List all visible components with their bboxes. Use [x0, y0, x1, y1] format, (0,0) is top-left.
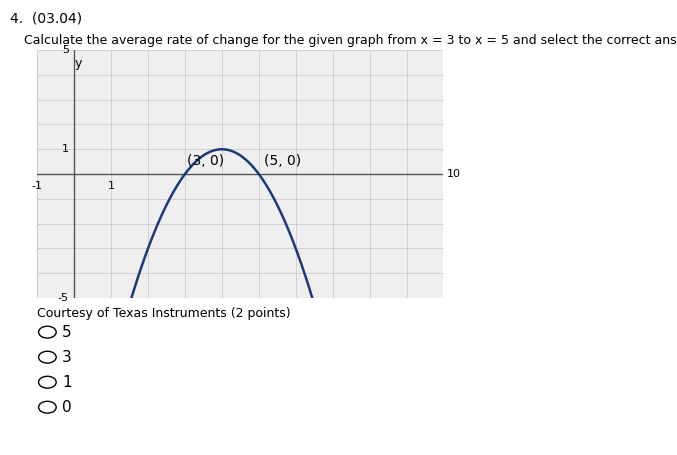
Text: 1: 1 [62, 144, 69, 154]
Text: y: y [75, 57, 83, 70]
Text: Calculate the average rate of change for the given graph from x = 3 to x = 5 and: Calculate the average rate of change for… [24, 34, 677, 47]
Text: 1: 1 [108, 181, 114, 191]
Text: 5: 5 [62, 45, 69, 55]
Text: (5, 0): (5, 0) [264, 154, 301, 168]
Text: 3: 3 [62, 350, 72, 364]
Text: Courtesy of Texas Instruments (2 points): Courtesy of Texas Instruments (2 points) [37, 307, 291, 320]
Text: 1: 1 [62, 375, 72, 389]
Text: 10: 10 [447, 169, 461, 179]
Text: 5: 5 [62, 325, 72, 339]
Text: -5: -5 [58, 293, 69, 303]
Text: -1: -1 [32, 181, 43, 191]
Text: (3, 0): (3, 0) [187, 154, 224, 168]
Text: 0: 0 [62, 400, 72, 415]
Text: 4.  (03.04): 4. (03.04) [10, 11, 83, 25]
